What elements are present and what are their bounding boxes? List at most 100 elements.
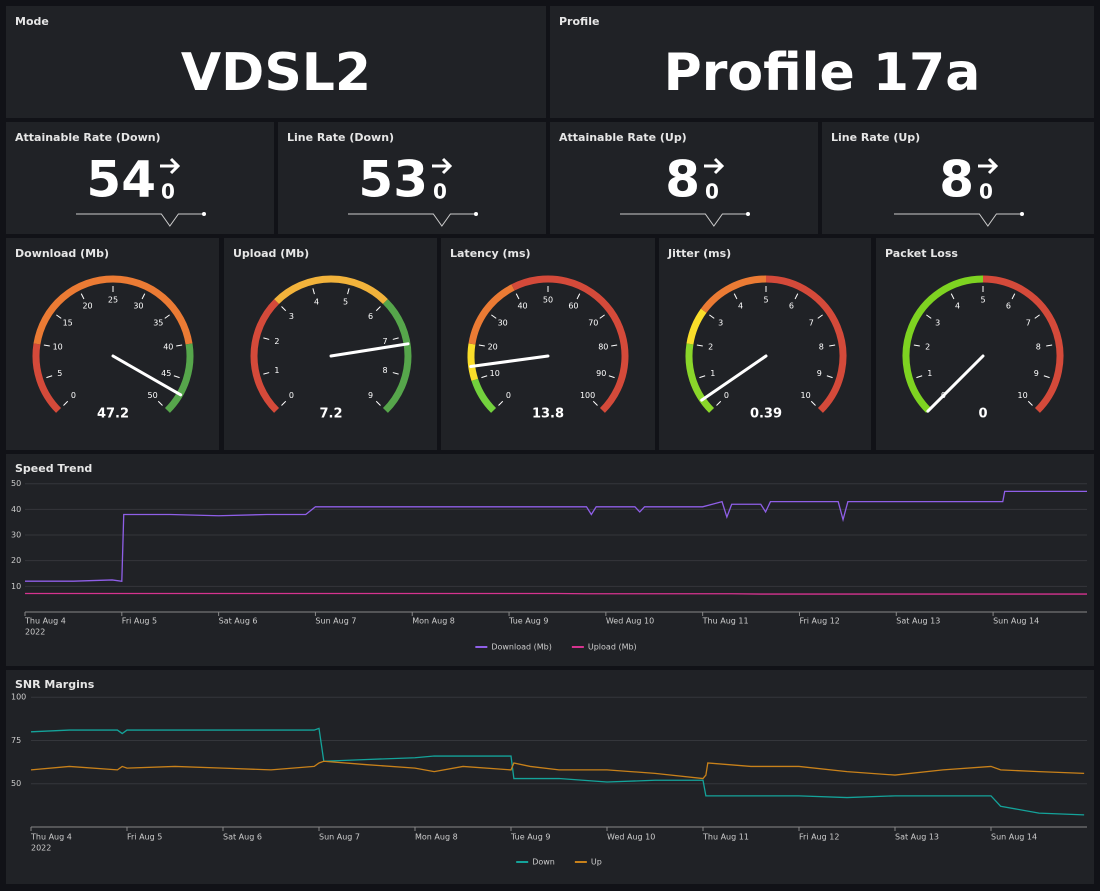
panel-title: Profile — [559, 15, 599, 28]
gauge-tick-label: 30 — [133, 302, 143, 311]
x-tick-year: 2022 — [31, 844, 51, 853]
gauge-tick-label: 9 — [817, 369, 822, 378]
series-line — [25, 592, 1087, 595]
gauge-tick-label: 0 — [71, 391, 76, 400]
gauge-band — [250, 299, 280, 413]
y-tick-label: 10 — [11, 582, 21, 591]
gauge-tick-label: 8 — [1036, 343, 1041, 352]
gauge-tick — [281, 400, 287, 406]
gauge-tick-label: 50 — [543, 296, 553, 305]
gauge-tick-label: 6 — [368, 312, 373, 321]
panel — [659, 238, 871, 450]
x-tick-label: Thu Aug 11 — [702, 833, 749, 842]
panel — [6, 238, 219, 450]
gauge-tick-label: 20 — [82, 302, 92, 311]
panel-title: Download (Mb) — [15, 247, 109, 260]
gauge-tick-label: 30 — [498, 319, 508, 328]
y-tick-label: 50 — [11, 479, 21, 488]
gauge-tick — [576, 293, 581, 300]
x-tick-label: Sun Aug 14 — [993, 617, 1039, 626]
panel-title: Attainable Rate (Down) — [15, 131, 161, 144]
gauge-tick-label: 8 — [819, 343, 824, 352]
gauge-tick-label: 0 — [724, 391, 729, 400]
gauge-tick — [1046, 344, 1053, 347]
gauge-band — [274, 275, 388, 305]
mode-value: VDSL2 — [181, 43, 371, 103]
y-tick-label: 40 — [11, 505, 21, 514]
x-tick-label: Fri Aug 12 — [799, 617, 839, 626]
gauge-tick — [817, 314, 823, 319]
x-tick-label: Fri Aug 5 — [127, 833, 162, 842]
gauge-tick — [1027, 400, 1033, 406]
gauge-band — [765, 275, 847, 413]
gauge-value: 13.8 — [532, 407, 564, 422]
sparkline — [894, 213, 1022, 227]
gauge-tick-label: 9 — [368, 391, 373, 400]
gauge-tick — [599, 314, 605, 319]
gauge-tick — [829, 344, 836, 347]
gauge-tick-label: 2 — [925, 343, 930, 352]
gauge-tick-label: 5 — [57, 369, 62, 378]
panel — [822, 122, 1094, 234]
x-tick-label: Sun Aug 7 — [319, 833, 360, 842]
y-tick-label: 50 — [11, 779, 21, 788]
gauge-tick-label: 8 — [383, 366, 388, 375]
gauge-tick-label: 50 — [148, 391, 158, 400]
x-tick-label: Thu Aug 4 — [30, 833, 72, 842]
sparkline-end — [1020, 212, 1024, 216]
x-tick-label: Wed Aug 10 — [606, 617, 654, 626]
gauge-tick — [498, 400, 504, 406]
gauge-tick-label: 7 — [809, 319, 814, 328]
gauge-tick — [794, 293, 799, 300]
gauge-tick-label: 1 — [710, 369, 715, 378]
gauge-tick-label: 6 — [789, 302, 794, 311]
gauge-band — [468, 284, 515, 345]
gauge-tick-label: 45 — [161, 369, 171, 378]
gauge-tick — [478, 344, 485, 347]
legend-label: Upload (Mb) — [588, 643, 637, 652]
gauge-tick-label: 15 — [63, 319, 73, 328]
gauge-band — [164, 343, 194, 413]
gauge-tick-label: 10 — [490, 369, 500, 378]
panel — [6, 6, 546, 118]
gauge-band — [700, 275, 767, 313]
stat-value: 53 — [358, 151, 428, 209]
gauge-tick — [950, 293, 955, 300]
arrow-icon — [432, 157, 453, 175]
gauge-tick-label: 20 — [488, 343, 498, 352]
stat-change: 0 — [433, 180, 447, 204]
gauge-tick-label: 1 — [927, 369, 932, 378]
panel — [550, 6, 1094, 118]
gauge-tick — [141, 293, 146, 300]
gauge-band — [382, 299, 412, 413]
gauge-tick-label: 4 — [314, 297, 319, 306]
gauge-tick-label: 9 — [1034, 369, 1039, 378]
x-tick-label: Sat Aug 13 — [895, 833, 939, 842]
x-tick-label: Sat Aug 13 — [896, 617, 940, 626]
gauge-tick-label: 25 — [108, 296, 118, 305]
legend-label: Download (Mb) — [491, 643, 552, 652]
sparkline — [76, 213, 204, 227]
legend-label: Up — [591, 858, 602, 867]
gauge-tick — [709, 314, 715, 319]
stat-change: 0 — [705, 180, 719, 204]
gauge-band — [467, 343, 479, 381]
gauge-needle — [926, 354, 985, 413]
gauge-tick — [43, 344, 50, 347]
stat-value: 54 — [86, 151, 156, 209]
gauge-tick — [608, 375, 615, 379]
gauge-band — [511, 275, 629, 413]
panel-title: Speed Trend — [15, 462, 92, 475]
profile-value: Profile 17a — [664, 43, 981, 103]
x-tick-label: Wed Aug 10 — [607, 833, 655, 842]
gauge-tick — [157, 400, 163, 406]
gauge-band — [471, 378, 497, 413]
gauge-tick-label: 7 — [383, 337, 388, 346]
arrow-icon — [978, 157, 999, 175]
legend: Down Up — [516, 858, 602, 867]
gauge-needle — [469, 354, 550, 369]
gauge-tick-label: 5 — [763, 296, 768, 305]
gauge-tick-label: 4 — [738, 302, 743, 311]
gauge-tick — [281, 306, 287, 312]
x-tick-label: Sun Aug 14 — [991, 833, 1037, 842]
